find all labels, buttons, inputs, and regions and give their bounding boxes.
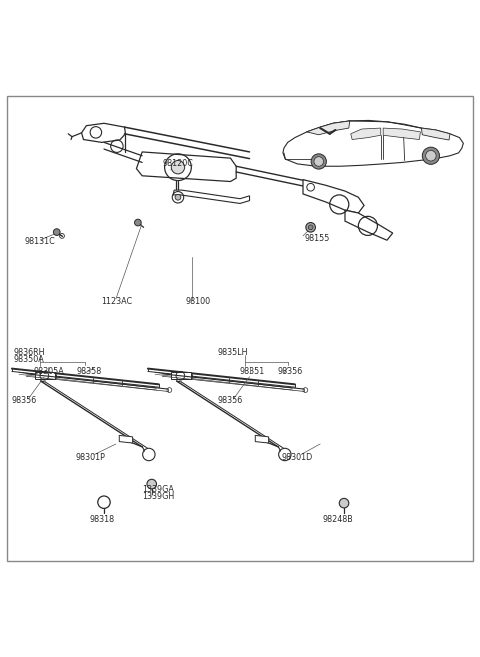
Polygon shape [307, 121, 350, 135]
Polygon shape [283, 120, 463, 166]
Text: 98120C: 98120C [163, 160, 193, 168]
Text: 98248B: 98248B [322, 515, 353, 524]
Text: 98301P: 98301P [75, 453, 105, 462]
Text: 1339GA: 1339GA [142, 485, 174, 494]
Polygon shape [345, 210, 393, 240]
Polygon shape [136, 152, 236, 181]
Circle shape [175, 194, 181, 200]
Polygon shape [82, 124, 125, 143]
Circle shape [339, 499, 349, 508]
Text: 9835LH: 9835LH [217, 348, 248, 357]
Circle shape [426, 150, 436, 161]
Text: 98155: 98155 [304, 235, 330, 243]
Polygon shape [421, 128, 450, 140]
Text: 98100: 98100 [185, 297, 210, 306]
Circle shape [171, 160, 185, 174]
Text: 9836RH: 9836RH [13, 348, 45, 357]
Text: 98358: 98358 [77, 367, 102, 376]
Text: 98301D: 98301D [282, 453, 313, 462]
Circle shape [147, 480, 156, 489]
Polygon shape [383, 128, 420, 139]
Circle shape [308, 225, 313, 230]
Text: 98356: 98356 [12, 396, 37, 405]
Polygon shape [173, 190, 250, 204]
Text: 98318: 98318 [90, 515, 115, 524]
Text: 98305A: 98305A [34, 367, 65, 376]
Text: 1339GH: 1339GH [142, 491, 174, 501]
Text: 98356: 98356 [277, 367, 302, 376]
Polygon shape [171, 373, 191, 379]
Text: 1123AC: 1123AC [102, 297, 133, 306]
Polygon shape [351, 128, 381, 139]
Polygon shape [35, 373, 55, 379]
Text: 98351: 98351 [239, 367, 264, 376]
Polygon shape [255, 436, 269, 443]
Circle shape [422, 147, 440, 164]
Polygon shape [303, 179, 364, 213]
Circle shape [134, 219, 141, 226]
Text: 98350A: 98350A [13, 355, 44, 363]
Text: 98356: 98356 [217, 396, 242, 405]
Circle shape [306, 223, 315, 232]
Polygon shape [119, 436, 132, 443]
Circle shape [314, 157, 324, 166]
Text: 98131C: 98131C [24, 237, 55, 246]
Circle shape [53, 229, 60, 235]
Circle shape [311, 154, 326, 169]
